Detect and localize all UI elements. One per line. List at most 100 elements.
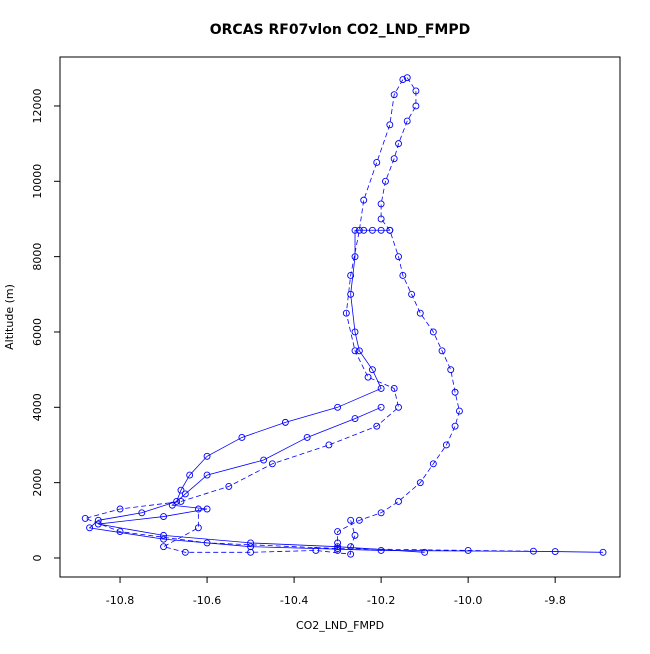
- point: [181, 490, 189, 498]
- series-line: [88, 229, 604, 553]
- point: [325, 441, 333, 449]
- x-tick-label: -10.0: [454, 594, 482, 607]
- point: [238, 433, 246, 441]
- point: [81, 514, 89, 522]
- point: [347, 550, 355, 558]
- point: [203, 505, 211, 513]
- point: [412, 102, 420, 110]
- point: [355, 347, 363, 355]
- point: [181, 548, 189, 556]
- point: [247, 539, 255, 547]
- point: [351, 347, 359, 355]
- x-tick-label: -10.2: [367, 594, 395, 607]
- point: [368, 366, 376, 374]
- point: [447, 366, 455, 374]
- point: [377, 403, 385, 411]
- point: [334, 543, 342, 551]
- point: [168, 501, 176, 509]
- point: [347, 290, 355, 298]
- point: [451, 422, 459, 430]
- point: [412, 87, 420, 95]
- point: [377, 509, 385, 517]
- point: [395, 403, 402, 411]
- point: [429, 328, 437, 336]
- point: [334, 528, 342, 536]
- point: [429, 460, 437, 468]
- series-line: [83, 79, 534, 552]
- point: [351, 415, 359, 423]
- point: [403, 74, 411, 82]
- point: [194, 505, 202, 513]
- point: [334, 546, 342, 554]
- point: [347, 516, 355, 524]
- point: [138, 509, 146, 517]
- point: [351, 253, 359, 261]
- point: [173, 498, 181, 505]
- point: [368, 226, 376, 234]
- point: [86, 524, 94, 532]
- point: [203, 539, 211, 547]
- point: [442, 441, 450, 449]
- point: [160, 543, 168, 551]
- point: [247, 548, 255, 556]
- point: [395, 140, 402, 148]
- point: [390, 91, 398, 99]
- point: [421, 548, 429, 556]
- point: [551, 548, 559, 556]
- point: [599, 548, 607, 556]
- point: [416, 309, 424, 317]
- point: [390, 385, 398, 392]
- point: [303, 433, 311, 441]
- point: [268, 460, 276, 468]
- series-line: [337, 77, 460, 551]
- point: [377, 226, 385, 234]
- point: [342, 309, 350, 317]
- point: [360, 226, 368, 234]
- point: [334, 403, 342, 411]
- point: [186, 471, 194, 479]
- point: [94, 520, 102, 528]
- point: [203, 452, 211, 460]
- point: [360, 196, 368, 204]
- point: [399, 76, 407, 84]
- point: [451, 388, 459, 396]
- point: [177, 498, 185, 505]
- series-line: [98, 406, 425, 553]
- point: [408, 290, 416, 298]
- y-tick-label: 4000: [31, 393, 44, 421]
- point: [347, 272, 355, 279]
- point: [373, 422, 381, 430]
- y-tick-label: 0: [31, 554, 44, 561]
- point: [390, 155, 398, 163]
- plot-frame: [59, 56, 621, 578]
- x-tick-label: -10.8: [106, 594, 134, 607]
- point: [464, 546, 472, 554]
- point: [347, 543, 355, 551]
- point: [364, 373, 372, 381]
- chart-title: ORCAS RF07vlon CO2_LND_FMPD: [210, 22, 471, 38]
- point: [160, 531, 168, 539]
- point: [194, 524, 202, 532]
- point: [382, 177, 389, 185]
- point: [351, 328, 359, 336]
- point: [438, 347, 446, 355]
- point: [116, 505, 124, 513]
- point: [395, 253, 402, 261]
- point: [160, 513, 168, 520]
- point: [225, 482, 233, 490]
- point: [260, 456, 268, 464]
- y-axis-label: Altitude (m): [3, 284, 16, 350]
- point: [334, 545, 342, 553]
- point: [377, 200, 385, 208]
- y-tick-label: 8000: [31, 243, 44, 271]
- x-axis-label: CO2_LND_FMPD: [296, 619, 384, 632]
- series-line: [162, 509, 356, 555]
- point: [399, 272, 407, 279]
- point: [386, 121, 394, 129]
- point: [203, 471, 211, 479]
- point: [377, 546, 385, 554]
- point: [403, 117, 411, 125]
- point: [455, 407, 463, 415]
